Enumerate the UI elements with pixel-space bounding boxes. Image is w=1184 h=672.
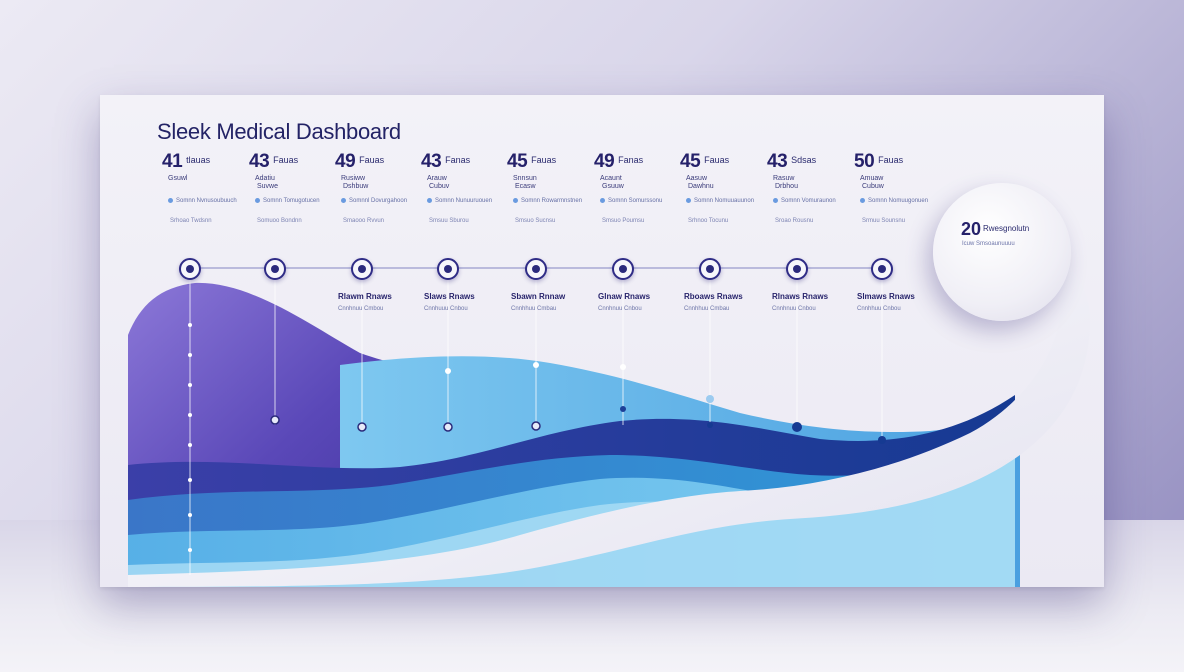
page-title: Sleek Medical Dashboard [157, 119, 401, 144]
metric-detail-secondary: Srmuu Sounsnu [862, 218, 906, 224]
highlight-label: Rwesgnolutn [983, 224, 1030, 233]
marker-label: Rlnaws Rnaws [772, 292, 829, 301]
metric-detail: Somnn Nunuuruouen [427, 198, 492, 204]
metric-unit: tlauas [186, 155, 211, 165]
metric-value: 45 [680, 151, 701, 172]
metric-detail-secondary: Srhoao Twdsnn [170, 218, 212, 224]
metric-value: 49 [594, 151, 615, 172]
marker-sub: Cnnhhuu Cmbau [511, 306, 557, 312]
metric-card[interactable]: 50 Fauas Amuaw Cubuw Somnn Nomuugonuen Sr… [854, 151, 944, 224]
metric-detail: Somnn Nvnusoubuuch [168, 198, 237, 204]
marker-label: Slaws Rnaws [424, 292, 475, 301]
metric-card[interactable]: 43 Fanas Arauw Cubuv Somnn Nunuuruouen Sm… [421, 151, 511, 224]
metric-unit: Fanas [618, 155, 644, 165]
metric-value: 50 [854, 151, 875, 172]
marker-label: Sbawn Rnnaw [511, 292, 566, 301]
metric-sub: Gsuuw [602, 183, 624, 190]
metric-sub: Rasuw [773, 175, 795, 182]
metric-sub: Suvwe [257, 183, 279, 190]
metric-card[interactable]: 45 Fauas Snnsun Ecasw Somnn Rowarmnstnen … [507, 151, 597, 224]
marker-label: Slmaws Rnaws [857, 292, 915, 301]
metric-sub: Rusiww [341, 175, 366, 182]
timeline-node[interactable] [437, 258, 459, 280]
metric-detail: Somnn Tomugotucen [255, 198, 320, 204]
metric-unit: Fauas [878, 155, 904, 165]
metric-sub: Aasuw [686, 175, 708, 182]
metric-value: 41 [162, 151, 183, 172]
metric-detail: Somnn Nomuugonuen [860, 198, 928, 204]
timeline-node[interactable] [264, 258, 286, 280]
highlight-value: 20 [961, 219, 982, 239]
metric-sub: Ecasw [515, 183, 536, 190]
marker-sub: Cnnhhuu Cmbau [684, 306, 730, 312]
metric-sub: Gsuwl [168, 175, 188, 182]
metric-unit: Fanas [445, 155, 471, 165]
metric-detail: Somnnl Dovurgahoon [341, 198, 407, 204]
marker-label: Rboaws Rnaws [684, 292, 743, 301]
metric-detail-secondary: Srhnoo Tocunu [688, 218, 729, 224]
dashboard-panel: Sleek Medical Dashboard 41 tlauas Gsuwl S… [100, 95, 1104, 587]
highlight-sub: Icuw Smsoaunuuuu [962, 241, 1015, 247]
marker-sub: Cnnhnuu Cnbou [598, 306, 642, 312]
timeline-node[interactable] [351, 258, 373, 280]
marker-sub: Cnnhuuu Cnbou [424, 306, 468, 312]
metric-detail: Somnn Rowarmnstnen [513, 198, 582, 204]
metric-card[interactable]: 49 Fanas Acaunt Gsuuw Somnn Somurssonu Sm… [594, 151, 684, 224]
metric-unit: Fauas [531, 155, 557, 165]
marker-label: Rlawm Rnaws [338, 292, 392, 301]
timeline-node[interactable] [871, 258, 893, 280]
timeline-node[interactable] [179, 258, 201, 280]
metric-card[interactable]: 43 Sdsas Rasuw Drbhou Somnn Vomuraunon Sr… [767, 151, 857, 224]
metric-detail-secondary: Smsuu Sburou [429, 218, 469, 224]
metric-card[interactable]: 45 Fauas Aasuw Dawhnu Somnn Nomuuauunon S… [680, 151, 770, 224]
pale-wave [128, 455, 1015, 587]
metric-card[interactable]: 43 Fauas Adatiu Suvwe Somnn Tomugotucen S… [249, 151, 339, 224]
metric-detail-secondary: Sroao Rousnu [775, 218, 814, 224]
metric-sub: Drbhou [775, 183, 798, 190]
marker-sub: Cnnhhuu Cnbou [857, 306, 901, 312]
highlight-circle-card[interactable]: 20 Rwesgnolutn Icuw Smsoaunuuuu [933, 183, 1071, 321]
metric-unit: Fauas [704, 155, 730, 165]
marker-sub: Cnnhnuu Cnbou [772, 306, 816, 312]
metric-sub: Cubuv [429, 183, 450, 190]
metric-sub: Adatiu [255, 175, 275, 182]
metric-sub: Cubuw [862, 183, 884, 190]
metric-value: 43 [767, 151, 788, 172]
timeline-node[interactable] [612, 258, 634, 280]
metric-sub: Acaunt [600, 175, 622, 182]
timeline-node[interactable] [786, 258, 808, 280]
metric-detail: Somnn Vomuraunon [773, 198, 836, 204]
metric-value: 43 [249, 151, 270, 172]
timeline-node[interactable] [525, 258, 547, 280]
marker-sub: Cnnhnuu Cmbou [338, 306, 384, 312]
metric-sub: Dshbuw [343, 183, 369, 190]
metric-sub: Amuaw [860, 175, 884, 182]
timeline-node[interactable] [699, 258, 721, 280]
metric-detail-secondary: Smsuo Sucnsu [515, 218, 556, 224]
metric-unit: Fauas [273, 155, 299, 165]
metric-detail-secondary: Smaooo Rvvun [343, 218, 385, 224]
wave-chart [128, 245, 1091, 587]
metric-unit: Sdsas [791, 155, 817, 165]
metric-detail: Somnn Somurssonu [600, 198, 662, 204]
metric-value: 45 [507, 151, 528, 172]
metric-card[interactable]: 49 Fauas Rusiww Dshbuw Somnnl Dovurgahoon… [335, 151, 425, 224]
metric-card[interactable]: 41 tlauas Gsuwl Somnn Nvnusoubuuch Srhoao… [162, 151, 252, 224]
metric-unit: Fauas [359, 155, 385, 165]
marker-label: Glnaw Rnaws [598, 292, 651, 301]
metric-detail: Somnn Nomuuauunon [686, 198, 754, 204]
metric-sub: Dawhnu [688, 183, 714, 190]
metric-detail-secondary: Somuoo Bondnn [257, 218, 302, 224]
metric-sub: Arauw [427, 175, 447, 182]
metric-value: 43 [421, 151, 442, 172]
metric-detail-secondary: Smsuo Poumsu [602, 218, 645, 224]
metric-sub: Snnsun [513, 175, 537, 182]
white-ribbon [128, 245, 1091, 587]
metric-value: 49 [335, 151, 356, 172]
